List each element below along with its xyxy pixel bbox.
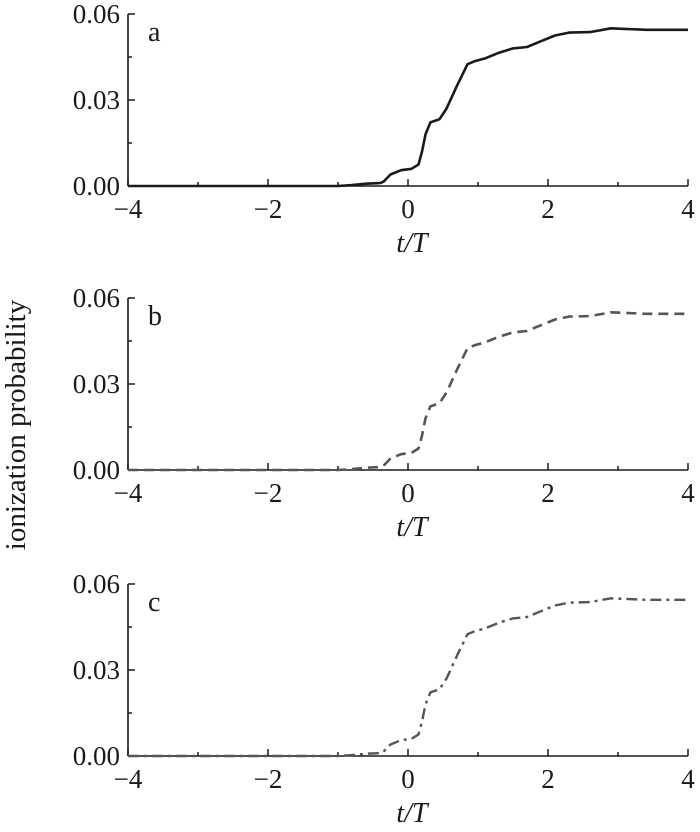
y-tick-label: 0.00	[73, 741, 120, 771]
panel-c: −4 −2 0 2 4 0.00 0.03 0.06 t/T c	[73, 569, 696, 829]
x-tick-label: 2	[541, 478, 555, 508]
y-tick-label: 0.03	[73, 369, 120, 399]
x-tick-label: −2	[254, 194, 283, 224]
x-tick-label: −2	[254, 478, 283, 508]
y-tick-label: 0.06	[73, 569, 120, 599]
x-tick-label: 4	[681, 478, 695, 508]
panel-letter: c	[148, 587, 160, 618]
x-tick-label: 2	[541, 194, 555, 224]
y-tick-label: 0.00	[73, 171, 120, 201]
chart-panels: −4 −2 0 2 4 0.00 0.03 0.06 t/T a −4 −2 0 2 4 0.00 0.03 0.…	[73, 0, 696, 829]
panel-b: −4 −2 0 2 4 0.00 0.03 0.06 t/T b	[73, 283, 696, 543]
x-axis-label: t/T	[396, 228, 430, 259]
x-tick-label: 0	[401, 194, 415, 224]
panel-letter: a	[148, 17, 161, 48]
panel-letter: b	[148, 301, 162, 332]
x-axis-label: t/T	[396, 798, 430, 829]
y-tick-label: 0.06	[73, 283, 120, 313]
series-line-solid	[128, 26, 688, 188]
series-line-dash-dot	[128, 597, 688, 758]
y-tick-label: 0.03	[73, 85, 120, 115]
x-axis-label: t/T	[396, 512, 430, 543]
y-tick-label: 0.06	[73, 0, 120, 29]
x-tick-label: 2	[541, 764, 555, 794]
panel-a: −4 −2 0 2 4 0.00 0.03 0.06 t/T a	[73, 0, 696, 259]
x-tick-label: −2	[254, 764, 283, 794]
x-tick-label: 4	[681, 194, 695, 224]
x-tick-label: 4	[681, 764, 695, 794]
x-tick-label: −4	[114, 194, 143, 224]
shared-y-axis-label: ionization probability	[0, 299, 32, 550]
series-line-dashed	[128, 310, 688, 472]
x-tick-label: 0	[401, 478, 415, 508]
x-tick-label: −4	[114, 478, 143, 508]
y-tick-label: 0.03	[73, 655, 120, 685]
x-tick-label: −4	[114, 764, 143, 794]
x-tick-label: 0	[401, 764, 415, 794]
y-tick-label: 0.00	[73, 455, 120, 485]
